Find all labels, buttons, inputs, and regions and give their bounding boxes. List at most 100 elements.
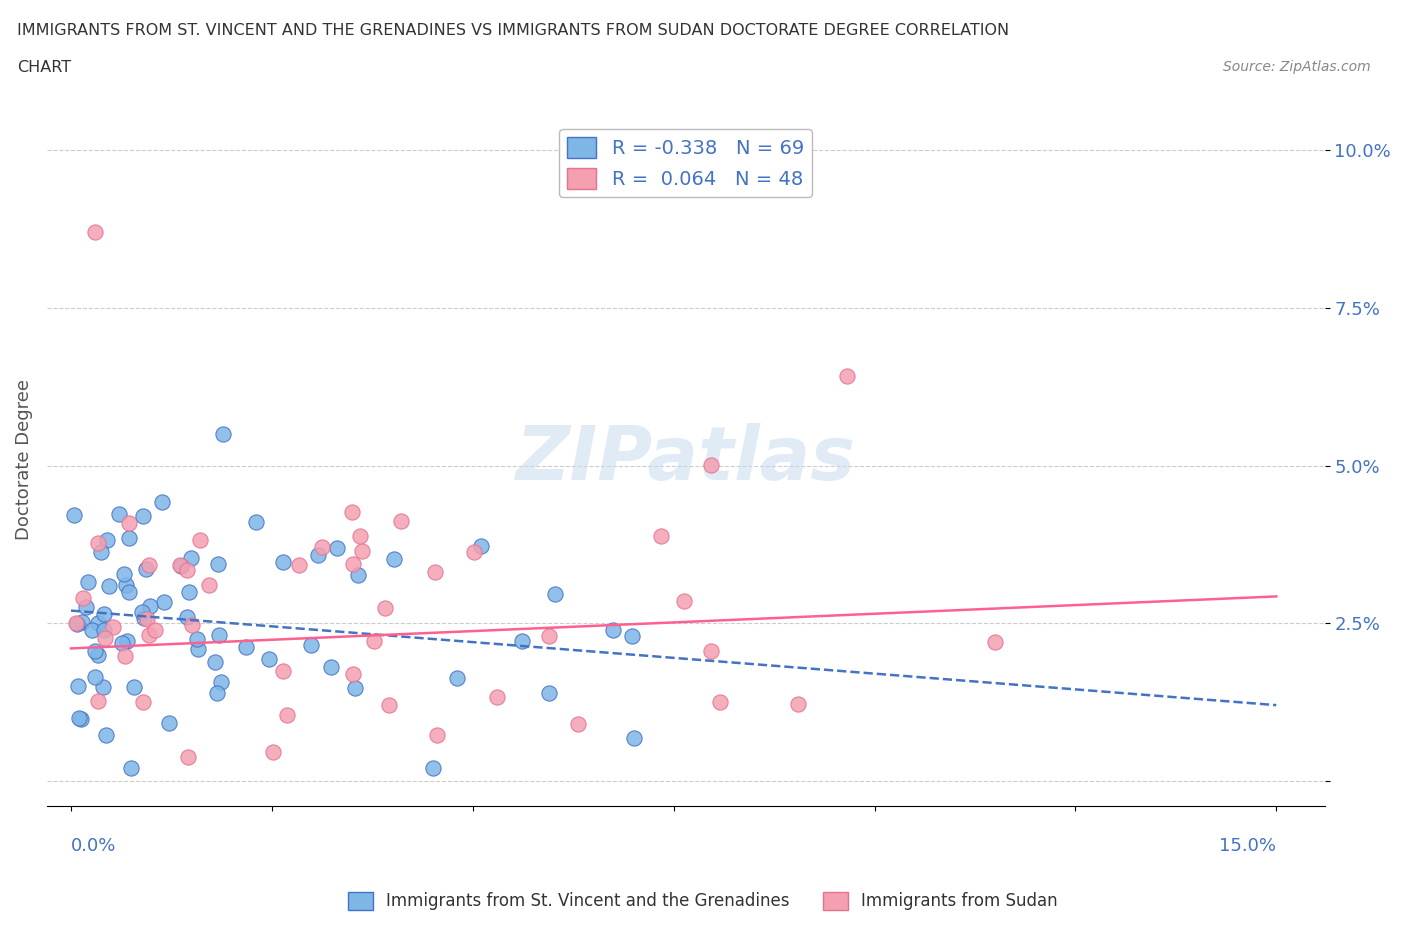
Point [176, 563, 198, 578]
Point [65, 617, 87, 631]
Point [485, 690, 508, 705]
Point [984, 634, 1007, 649]
Point [537, 628, 560, 643]
Point [709, 695, 731, 710]
Point [212, 427, 235, 442]
Point [325, 540, 347, 555]
Text: 15.0%: 15.0% [1219, 837, 1277, 855]
Point [187, 642, 209, 657]
Point [101, 619, 124, 634]
Point [150, 495, 173, 510]
Point [67, 711, 90, 725]
Point [342, 557, 364, 572]
Point [84, 644, 107, 658]
Point [787, 697, 810, 711]
Point [188, 533, 211, 548]
Point [177, 750, 200, 764]
Point [623, 731, 645, 746]
Text: ZIPatlas: ZIPatlas [516, 423, 856, 496]
Point [374, 601, 396, 616]
Point [700, 644, 723, 658]
Point [207, 685, 229, 700]
Point [118, 530, 141, 545]
Point [112, 567, 135, 582]
Point [245, 515, 267, 530]
Point [363, 633, 385, 648]
Text: CHART: CHART [17, 60, 70, 75]
Point [208, 628, 231, 643]
Point [114, 648, 136, 663]
Point [84, 225, 107, 240]
Point [76, 575, 98, 590]
Point [86, 694, 108, 709]
Point [87, 616, 110, 631]
Point [837, 369, 859, 384]
Point [169, 558, 191, 573]
Point [63, 508, 86, 523]
Point [67, 679, 90, 694]
Point [343, 680, 366, 695]
Point [132, 509, 155, 524]
Point [118, 515, 141, 530]
Point [138, 627, 160, 642]
Point [352, 544, 374, 559]
Point [510, 633, 533, 648]
Point [131, 604, 153, 619]
Point [75, 600, 97, 615]
Point [288, 558, 311, 573]
Point [84, 670, 107, 684]
Point [544, 587, 567, 602]
Point [139, 598, 162, 613]
Point [423, 565, 446, 579]
Point [96, 533, 118, 548]
Point [342, 667, 364, 682]
Point [537, 685, 560, 700]
Point [111, 635, 134, 650]
Legend: Immigrants from St. Vincent and the Grenadines, Immigrants from Sudan: Immigrants from St. Vincent and the Gren… [342, 885, 1064, 917]
Point [446, 671, 468, 685]
Point [69, 712, 91, 727]
Point [157, 716, 180, 731]
Point [93, 622, 115, 637]
Point [382, 551, 405, 566]
Point [235, 640, 257, 655]
Point [426, 727, 449, 742]
Point [170, 559, 193, 574]
Text: IMMIGRANTS FROM ST. VINCENT AND THE GRENADINES VS IMMIGRANTS FROM SUDAN DOCTORAT: IMMIGRANTS FROM ST. VINCENT AND THE GREN… [17, 23, 1010, 38]
Text: Source: ZipAtlas.com: Source: ZipAtlas.com [1223, 60, 1371, 74]
Point [271, 663, 294, 678]
Point [93, 606, 115, 621]
Text: 0.0%: 0.0% [70, 837, 117, 855]
Point [134, 610, 156, 625]
Point [650, 528, 672, 543]
Point [673, 593, 696, 608]
Point [108, 506, 131, 521]
Point [299, 638, 322, 653]
Point [389, 514, 412, 529]
Point [621, 629, 644, 644]
Point [115, 633, 138, 648]
Point [98, 579, 121, 594]
Point [72, 591, 94, 605]
Point [186, 631, 208, 646]
Point [122, 680, 145, 695]
Point [115, 578, 138, 592]
Point [321, 659, 343, 674]
Point [153, 594, 176, 609]
Point [347, 567, 370, 582]
Point [262, 745, 284, 760]
Point [311, 539, 333, 554]
Y-axis label: Doctorate Degree: Doctorate Degree [15, 379, 32, 539]
Point [70, 614, 93, 629]
Point [422, 761, 444, 776]
Point [143, 623, 166, 638]
Point [699, 458, 721, 472]
Point [602, 623, 624, 638]
Point [135, 562, 157, 577]
Point [378, 698, 401, 712]
Point [567, 716, 589, 731]
Point [204, 654, 226, 669]
Point [271, 554, 294, 569]
Point [118, 584, 141, 599]
Point [90, 544, 112, 559]
